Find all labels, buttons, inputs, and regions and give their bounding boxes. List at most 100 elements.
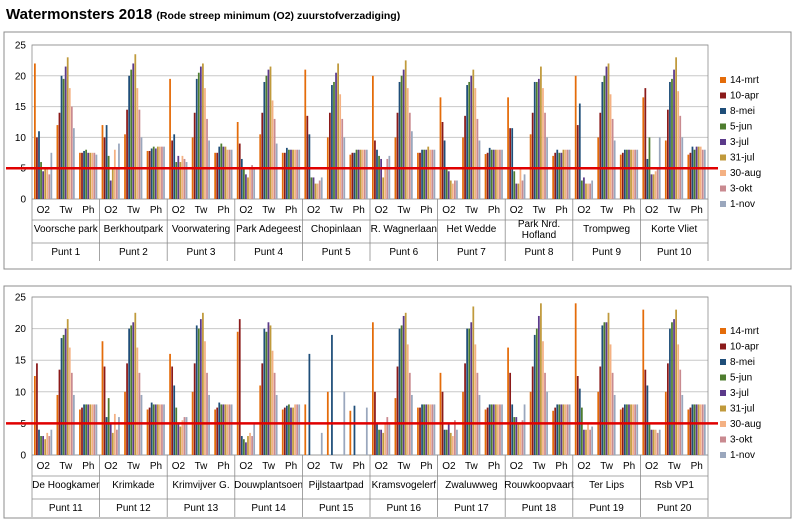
bar xyxy=(130,69,133,199)
bar xyxy=(292,407,294,455)
bar xyxy=(85,404,88,455)
bar xyxy=(220,404,223,455)
bar xyxy=(365,149,368,199)
bar xyxy=(589,429,591,455)
bar xyxy=(230,404,233,455)
location-label-line: Het Wedde xyxy=(446,224,496,235)
bar xyxy=(378,155,380,199)
bar xyxy=(568,149,571,199)
bar xyxy=(224,146,227,199)
bar xyxy=(44,439,47,455)
bar xyxy=(66,319,69,455)
bar xyxy=(402,69,405,199)
bar xyxy=(101,125,104,199)
bar xyxy=(574,75,577,199)
bar xyxy=(318,180,321,199)
bar xyxy=(513,417,516,455)
bar xyxy=(181,420,184,455)
bar xyxy=(87,152,90,199)
bar xyxy=(204,341,206,455)
bar xyxy=(400,325,403,455)
bar xyxy=(349,410,352,455)
bar xyxy=(128,328,131,455)
bar xyxy=(533,81,536,199)
bar xyxy=(648,423,651,455)
bar xyxy=(568,404,571,455)
bar xyxy=(36,363,38,455)
bar xyxy=(382,177,385,199)
bar xyxy=(46,432,49,455)
bar xyxy=(486,407,489,455)
x-tick-label: Tw xyxy=(533,205,547,216)
bar xyxy=(56,125,59,199)
bar xyxy=(296,149,299,199)
location-label: Voorwatering xyxy=(172,224,230,235)
bar xyxy=(519,168,522,199)
bar xyxy=(644,88,647,199)
bar xyxy=(245,442,247,455)
bar xyxy=(454,420,456,455)
bar xyxy=(693,149,696,199)
x-tick-label: O2 xyxy=(577,205,591,216)
bar xyxy=(509,128,512,199)
bar xyxy=(540,303,542,455)
bar xyxy=(411,394,413,455)
location-label: Rouwkoopvaart xyxy=(504,480,574,491)
legend-swatch xyxy=(720,390,726,396)
bar xyxy=(181,155,184,199)
bar xyxy=(509,372,512,455)
bar xyxy=(150,148,153,199)
bar xyxy=(216,407,219,455)
punt-label: Punt 13 xyxy=(184,503,219,514)
bar xyxy=(126,363,128,455)
y-tick-label: 25 xyxy=(15,41,27,52)
bar xyxy=(372,322,374,455)
bar xyxy=(492,404,495,455)
bar xyxy=(73,394,75,455)
bar xyxy=(185,417,188,455)
x-tick-label: O2 xyxy=(645,461,659,472)
bar xyxy=(226,404,229,455)
bar xyxy=(288,149,290,199)
legend-label: 3-jul xyxy=(730,137,749,148)
bar xyxy=(531,112,534,199)
punt-label: Punt 7 xyxy=(457,247,486,258)
bar xyxy=(535,81,538,199)
x-tick-label: Ph xyxy=(420,461,432,472)
bar xyxy=(195,78,198,199)
bar xyxy=(242,168,245,199)
bar xyxy=(494,149,497,199)
bar xyxy=(156,146,159,199)
x-tick-label: Tw xyxy=(668,205,682,216)
bar xyxy=(134,54,137,200)
bar xyxy=(79,409,81,455)
bar xyxy=(310,177,313,199)
bar xyxy=(607,312,610,455)
location-label-line: Berkhoutpark xyxy=(104,224,164,235)
bar xyxy=(703,404,706,455)
x-tick-label: O2 xyxy=(37,461,51,472)
bar xyxy=(183,417,186,455)
bar xyxy=(523,404,526,455)
x-tick-label: O2 xyxy=(307,461,321,472)
bar xyxy=(408,112,411,199)
bar xyxy=(359,149,362,199)
bar xyxy=(488,147,491,199)
bar xyxy=(214,152,217,199)
bar xyxy=(431,404,434,455)
bar xyxy=(439,372,442,455)
bar xyxy=(533,334,536,455)
location-label-line: Rouwkoopvaart xyxy=(504,480,574,491)
bar xyxy=(202,63,204,200)
legend-label: 31-jul xyxy=(730,153,754,164)
y-tick-label: 10 xyxy=(15,133,27,144)
bar xyxy=(499,404,501,455)
bar xyxy=(427,404,430,455)
bar xyxy=(468,328,471,455)
bar xyxy=(163,146,165,199)
bar xyxy=(587,183,589,199)
bar xyxy=(58,369,61,455)
legend-swatch xyxy=(720,123,726,130)
bar xyxy=(687,409,690,455)
bar xyxy=(599,366,602,455)
